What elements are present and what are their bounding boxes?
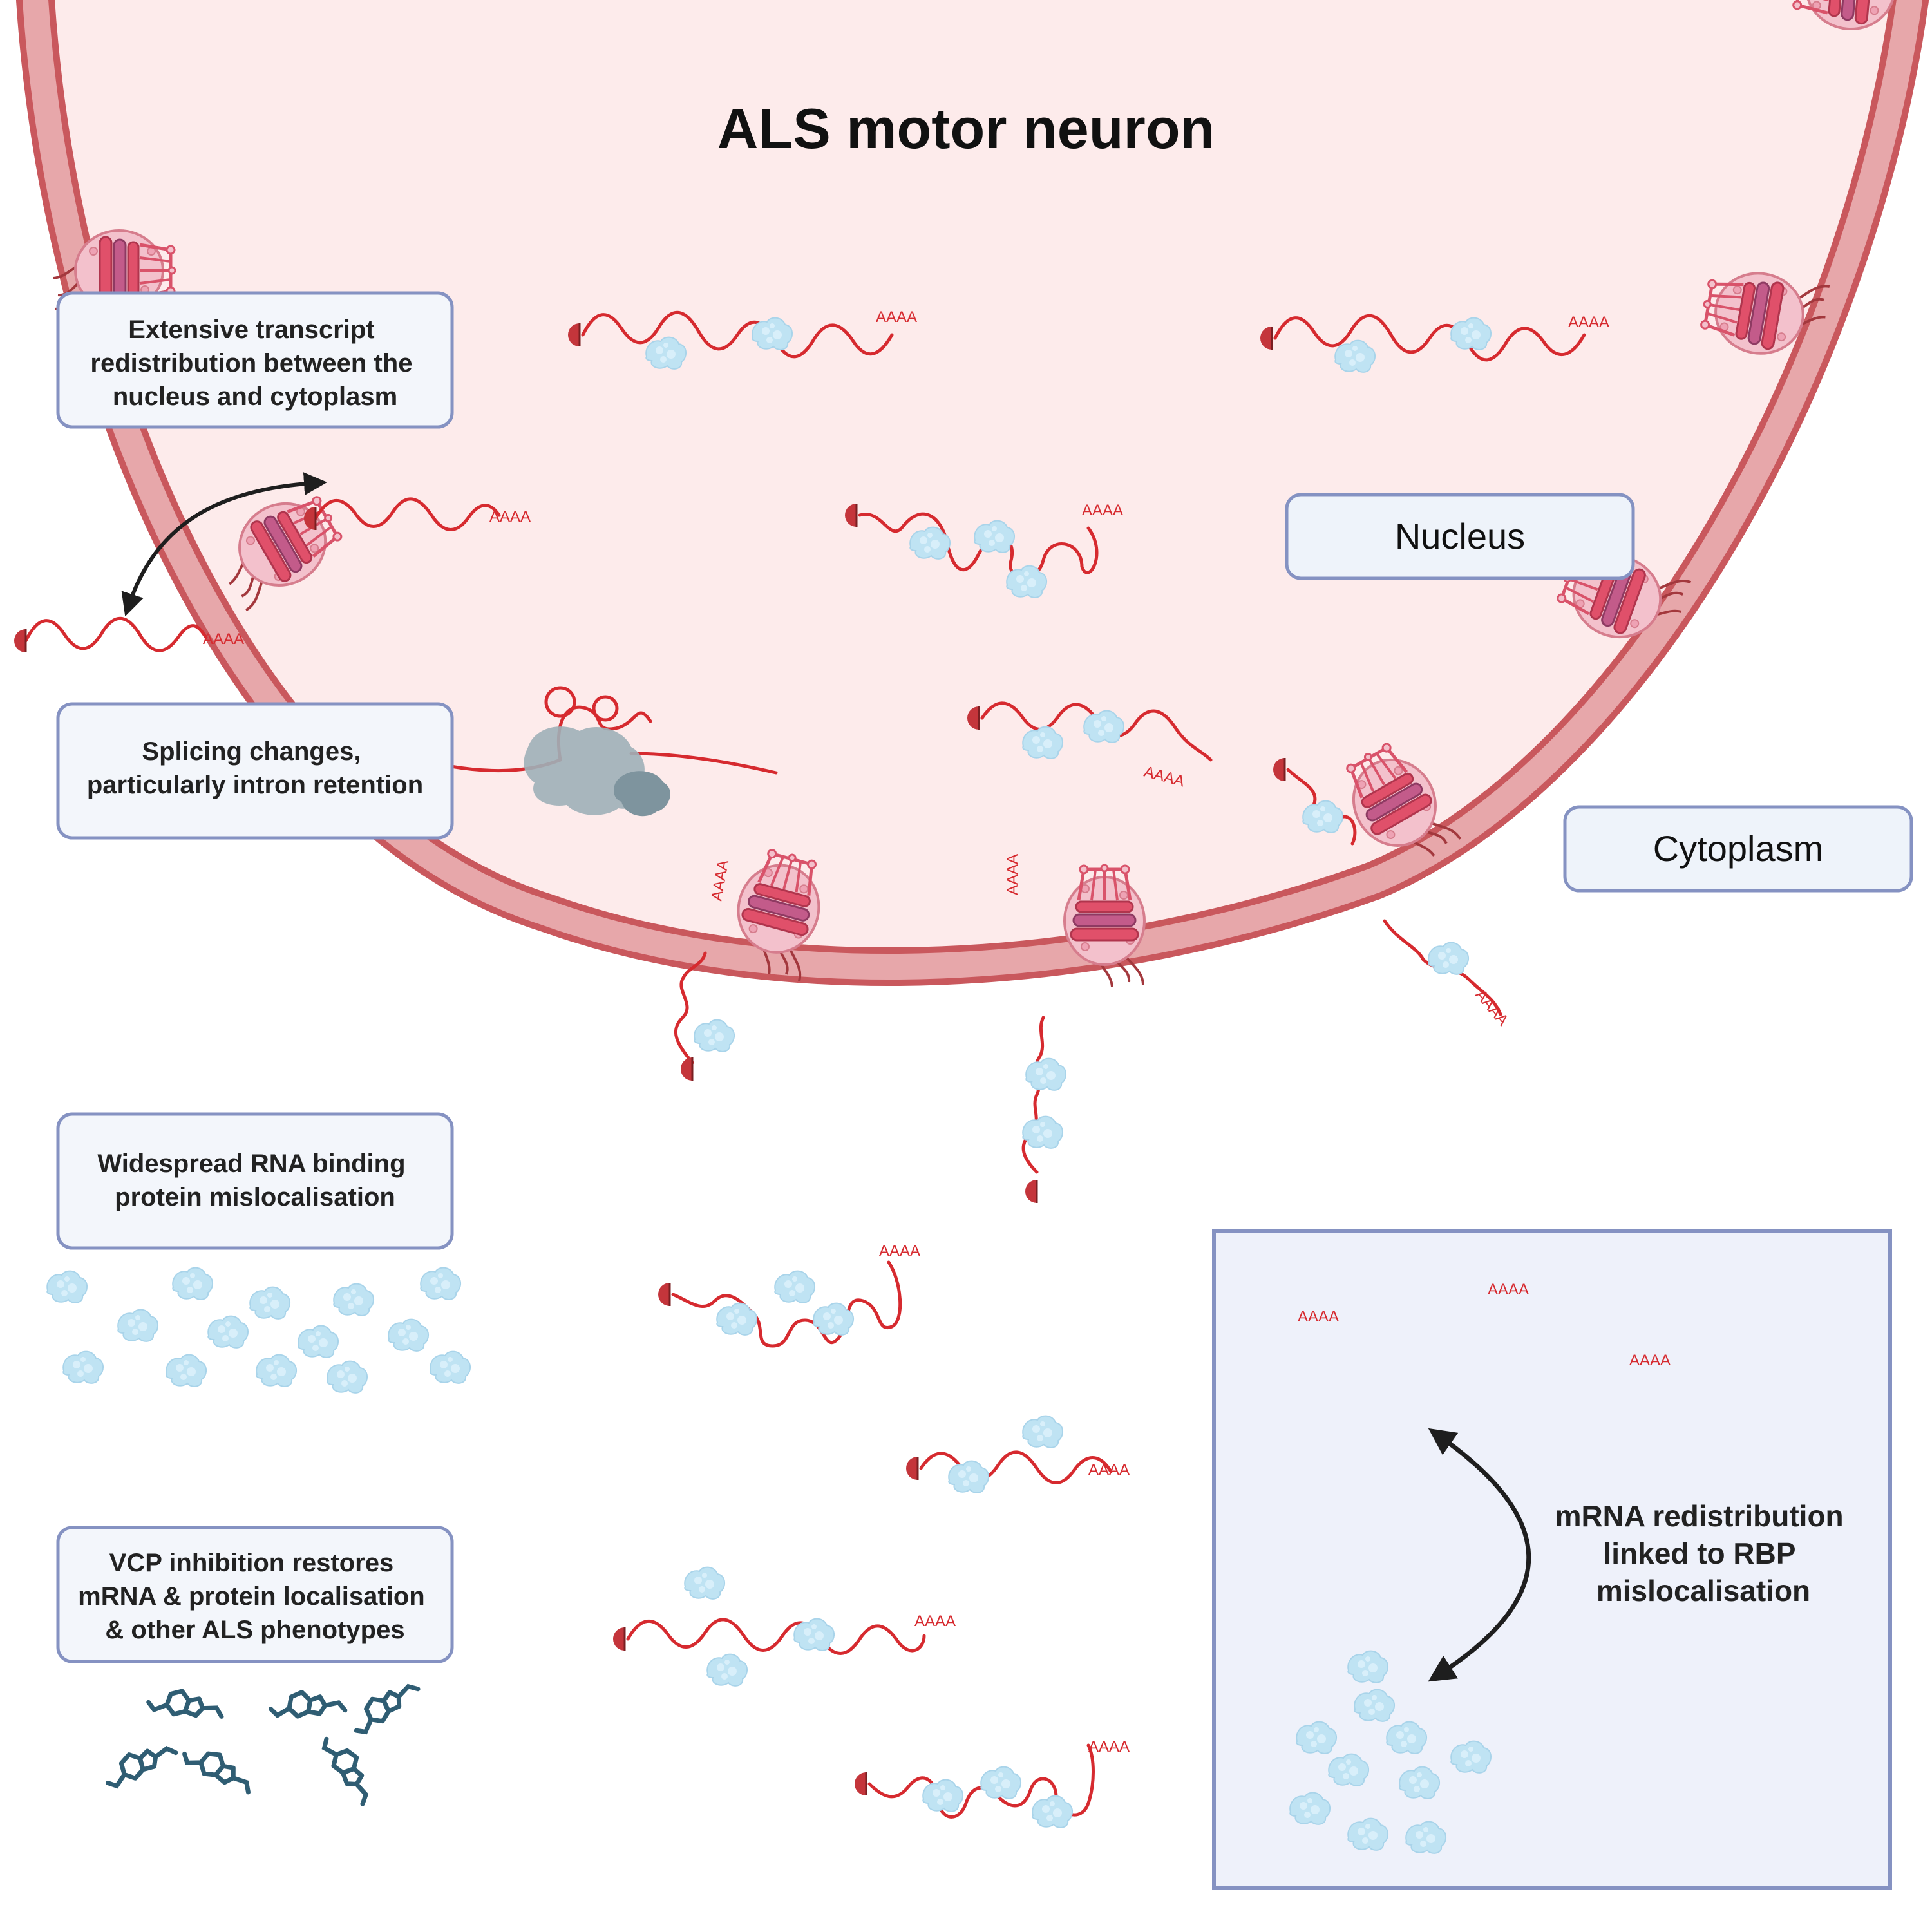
polya-label: AAAA [489, 508, 531, 526]
rbp-protein-icon [1025, 1057, 1067, 1091]
rbp-protein-icon [430, 1350, 471, 1384]
bidirectional-arrow-icon [121, 472, 327, 617]
vcp-inhibitor-molecule-icon [102, 1743, 180, 1788]
polya-label: AAAA [203, 630, 244, 648]
inset-text-line: linked to RBP [1604, 1537, 1795, 1570]
rbp-protein-icon [333, 1283, 375, 1316]
page-title: ALS motor neuron [717, 97, 1215, 160]
callout-line: & other ALS phenotypes [105, 1616, 404, 1644]
rbp-protein-icon [256, 1354, 298, 1387]
rbp-protein-icon [980, 1766, 1022, 1799]
rbp-protein-icon [774, 1270, 816, 1303]
inset-text-line: mislocalisation [1596, 1574, 1810, 1607]
mrna-icon [626, 1618, 926, 1655]
polya-label: AAAA [1004, 854, 1021, 895]
polya-label: AAAA [1568, 314, 1609, 331]
callout-line: VCP inhibition restores [109, 1549, 394, 1577]
rbp-protein-icon [388, 1318, 430, 1352]
spliceosome-icon [524, 686, 670, 817]
mrna-icon [581, 310, 894, 359]
rbp-protein-icon [207, 1315, 249, 1349]
rbp-protein-icon [117, 1309, 159, 1342]
bidirectional-arrow-icon [1428, 1428, 1531, 1682]
polya-label: AAAA [914, 1613, 956, 1630]
polya-label: AAAA [1472, 987, 1511, 1029]
mrna-icon [556, 705, 652, 762]
vcp-inhibitor-molecules [102, 1680, 425, 1810]
rbp-protein-icon [1022, 1415, 1064, 1448]
inset-text-line: mRNA redistribution [1555, 1499, 1844, 1533]
callout-line: particularly intron retention [87, 771, 423, 799]
callout-line: Extensive transcript [128, 316, 374, 344]
svg-text:Extensive transcript red: Extensive transcript redistribution betw… [90, 316, 419, 411]
polya-label: AAAA [1088, 1461, 1130, 1479]
mrna-icon [1021, 1016, 1045, 1174]
svg-text:Splicing changes, partic: Splicing changes, particularly intron re… [87, 737, 423, 799]
callout-line: protein mislocalisation [115, 1183, 395, 1211]
mrna-icon [24, 616, 208, 652]
rbp-protein-icon [684, 1566, 726, 1600]
svg-text:Widespread RNA binding p: Widespread RNA binding protein mislocali… [97, 1150, 412, 1211]
nucleus-interior [26, 0, 1919, 976]
callout-line: nucleus and cytoplasm [113, 383, 397, 411]
mrna-icon [629, 752, 778, 775]
vcp-inhibitor-molecule-icon [270, 1687, 347, 1727]
rbp-protein-icon [172, 1267, 214, 1300]
polya-label: AAAA [1488, 1281, 1529, 1298]
callout-line: Widespread RNA binding [97, 1150, 405, 1178]
rbp-protein-icon [62, 1350, 104, 1384]
vcp-inhibitor-molecule-icon [181, 1737, 254, 1804]
callout-line: Splicing changes, [142, 737, 361, 766]
callout-line: mRNA & protein localisation [78, 1582, 425, 1611]
rbp-protein-icon [1428, 942, 1470, 975]
cytoplasm-label: Cytoplasm [1653, 828, 1824, 869]
vcp-inhibitor-molecule-icon [147, 1681, 225, 1732]
inset-panel: mRNA redistribution linked to RBP misloc… [1212, 1229, 1892, 1890]
rbp-protein-icon [948, 1460, 990, 1493]
mrna-icon [919, 1450, 1113, 1484]
nucleus-label-box: Nucleus [1285, 493, 1635, 580]
callout-rbp-mislocalisation: Widespread RNA binding protein mislocali… [56, 1112, 454, 1250]
callout-splicing-changes: Splicing changes, particularly intron re… [56, 702, 454, 840]
rbp-protein-icon [298, 1325, 339, 1358]
cytoplasm-label-box: Cytoplasm [1563, 805, 1913, 893]
polya-label: AAAA [879, 1242, 920, 1260]
nucleus-label: Nucleus [1395, 516, 1525, 556]
rbp-protein-icon [1032, 1795, 1074, 1828]
rbp-protein-icon [166, 1354, 207, 1387]
rbp-protein-icon [249, 1286, 291, 1320]
rbp-protein-icon [813, 1302, 855, 1336]
mrna-icon [671, 1260, 902, 1348]
rbp-protein-icon [922, 1779, 964, 1812]
rbp-protein-icon [706, 1653, 748, 1687]
polya-label: AAAA [1082, 502, 1123, 519]
callout-transcript-redistribution: Extensive transcript redistribution betw… [56, 291, 454, 429]
mrna-icon [314, 497, 501, 531]
polya-label: AAAA [1298, 1308, 1339, 1325]
rbp-protein-icon [716, 1302, 758, 1336]
svg-text:VCP inhibition restores: VCP inhibition restores mRNA & protein l… [78, 1549, 432, 1644]
polya-label: AAAA [1088, 1738, 1130, 1756]
rbp-protein-icon [420, 1267, 462, 1300]
rbp-protein-icon [793, 1618, 835, 1651]
callout-vcp-inhibition: VCP inhibition restores mRNA & protein l… [56, 1526, 454, 1663]
rbp-protein-icon [327, 1360, 368, 1394]
rbp-protein-icon [1022, 1115, 1064, 1149]
polya-label: AAAA [876, 308, 917, 326]
polya-label: AAAA [1629, 1352, 1671, 1369]
rbp-protein-icon [694, 1019, 735, 1052]
callout-line: redistribution between the [90, 349, 412, 377]
mrna-icon [674, 951, 707, 1065]
vcp-inhibitor-molecule-icon [321, 1732, 372, 1810]
rbp-protein-icon [46, 1270, 88, 1303]
vcp-inhibitor-molecule-icon [347, 1680, 425, 1735]
svg-text:mRNA redistribution link: mRNA redistribution linked to RBP misloc… [1555, 1499, 1852, 1607]
mrna-icon [1273, 314, 1586, 362]
